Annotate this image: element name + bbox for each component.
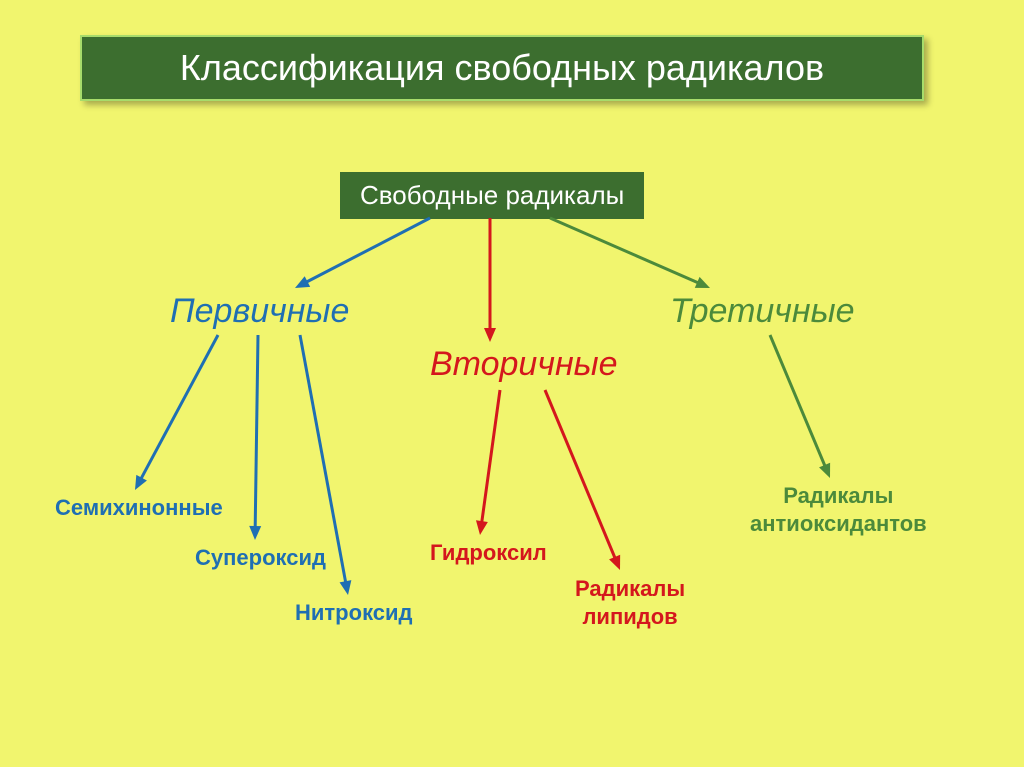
category-label: Первичные — [170, 292, 349, 331]
category-label: Третичные — [670, 292, 855, 331]
arrow-head — [249, 526, 261, 540]
leaf-label: Радикалы антиоксидантов — [750, 482, 927, 537]
root-node: Свободные радикалы — [340, 172, 644, 219]
arrow-head — [484, 328, 496, 342]
arrow-line — [545, 390, 617, 562]
arrow-line — [302, 218, 430, 284]
arrow-head — [135, 475, 147, 490]
slide-title: Классификация свободных радикалов — [80, 35, 924, 101]
arrow-head — [695, 277, 710, 288]
arrow-head — [340, 580, 352, 595]
arrow-line — [770, 335, 827, 470]
root-node-text: Свободные радикалы — [360, 180, 624, 210]
arrow-line — [139, 335, 218, 483]
arrow-line — [481, 390, 500, 527]
slide-title-text: Классификация свободных радикалов — [180, 47, 824, 88]
leaf-label: Супероксид — [195, 545, 326, 571]
leaf-label: Семихинонные — [55, 495, 223, 521]
category-label: Вторичные — [430, 345, 618, 384]
leaf-label: Радикалы липидов — [575, 575, 685, 630]
arrow-head — [609, 555, 620, 570]
arrow-line — [255, 335, 258, 532]
arrow-head — [476, 520, 488, 535]
arrow-line — [550, 218, 702, 285]
arrow-head — [819, 463, 830, 478]
arrow-head — [295, 276, 310, 288]
diagram-canvas: Классификация свободных радикалов Свобод… — [0, 0, 1024, 767]
leaf-label: Нитроксид — [295, 600, 413, 626]
leaf-label: Гидроксил — [430, 540, 547, 566]
